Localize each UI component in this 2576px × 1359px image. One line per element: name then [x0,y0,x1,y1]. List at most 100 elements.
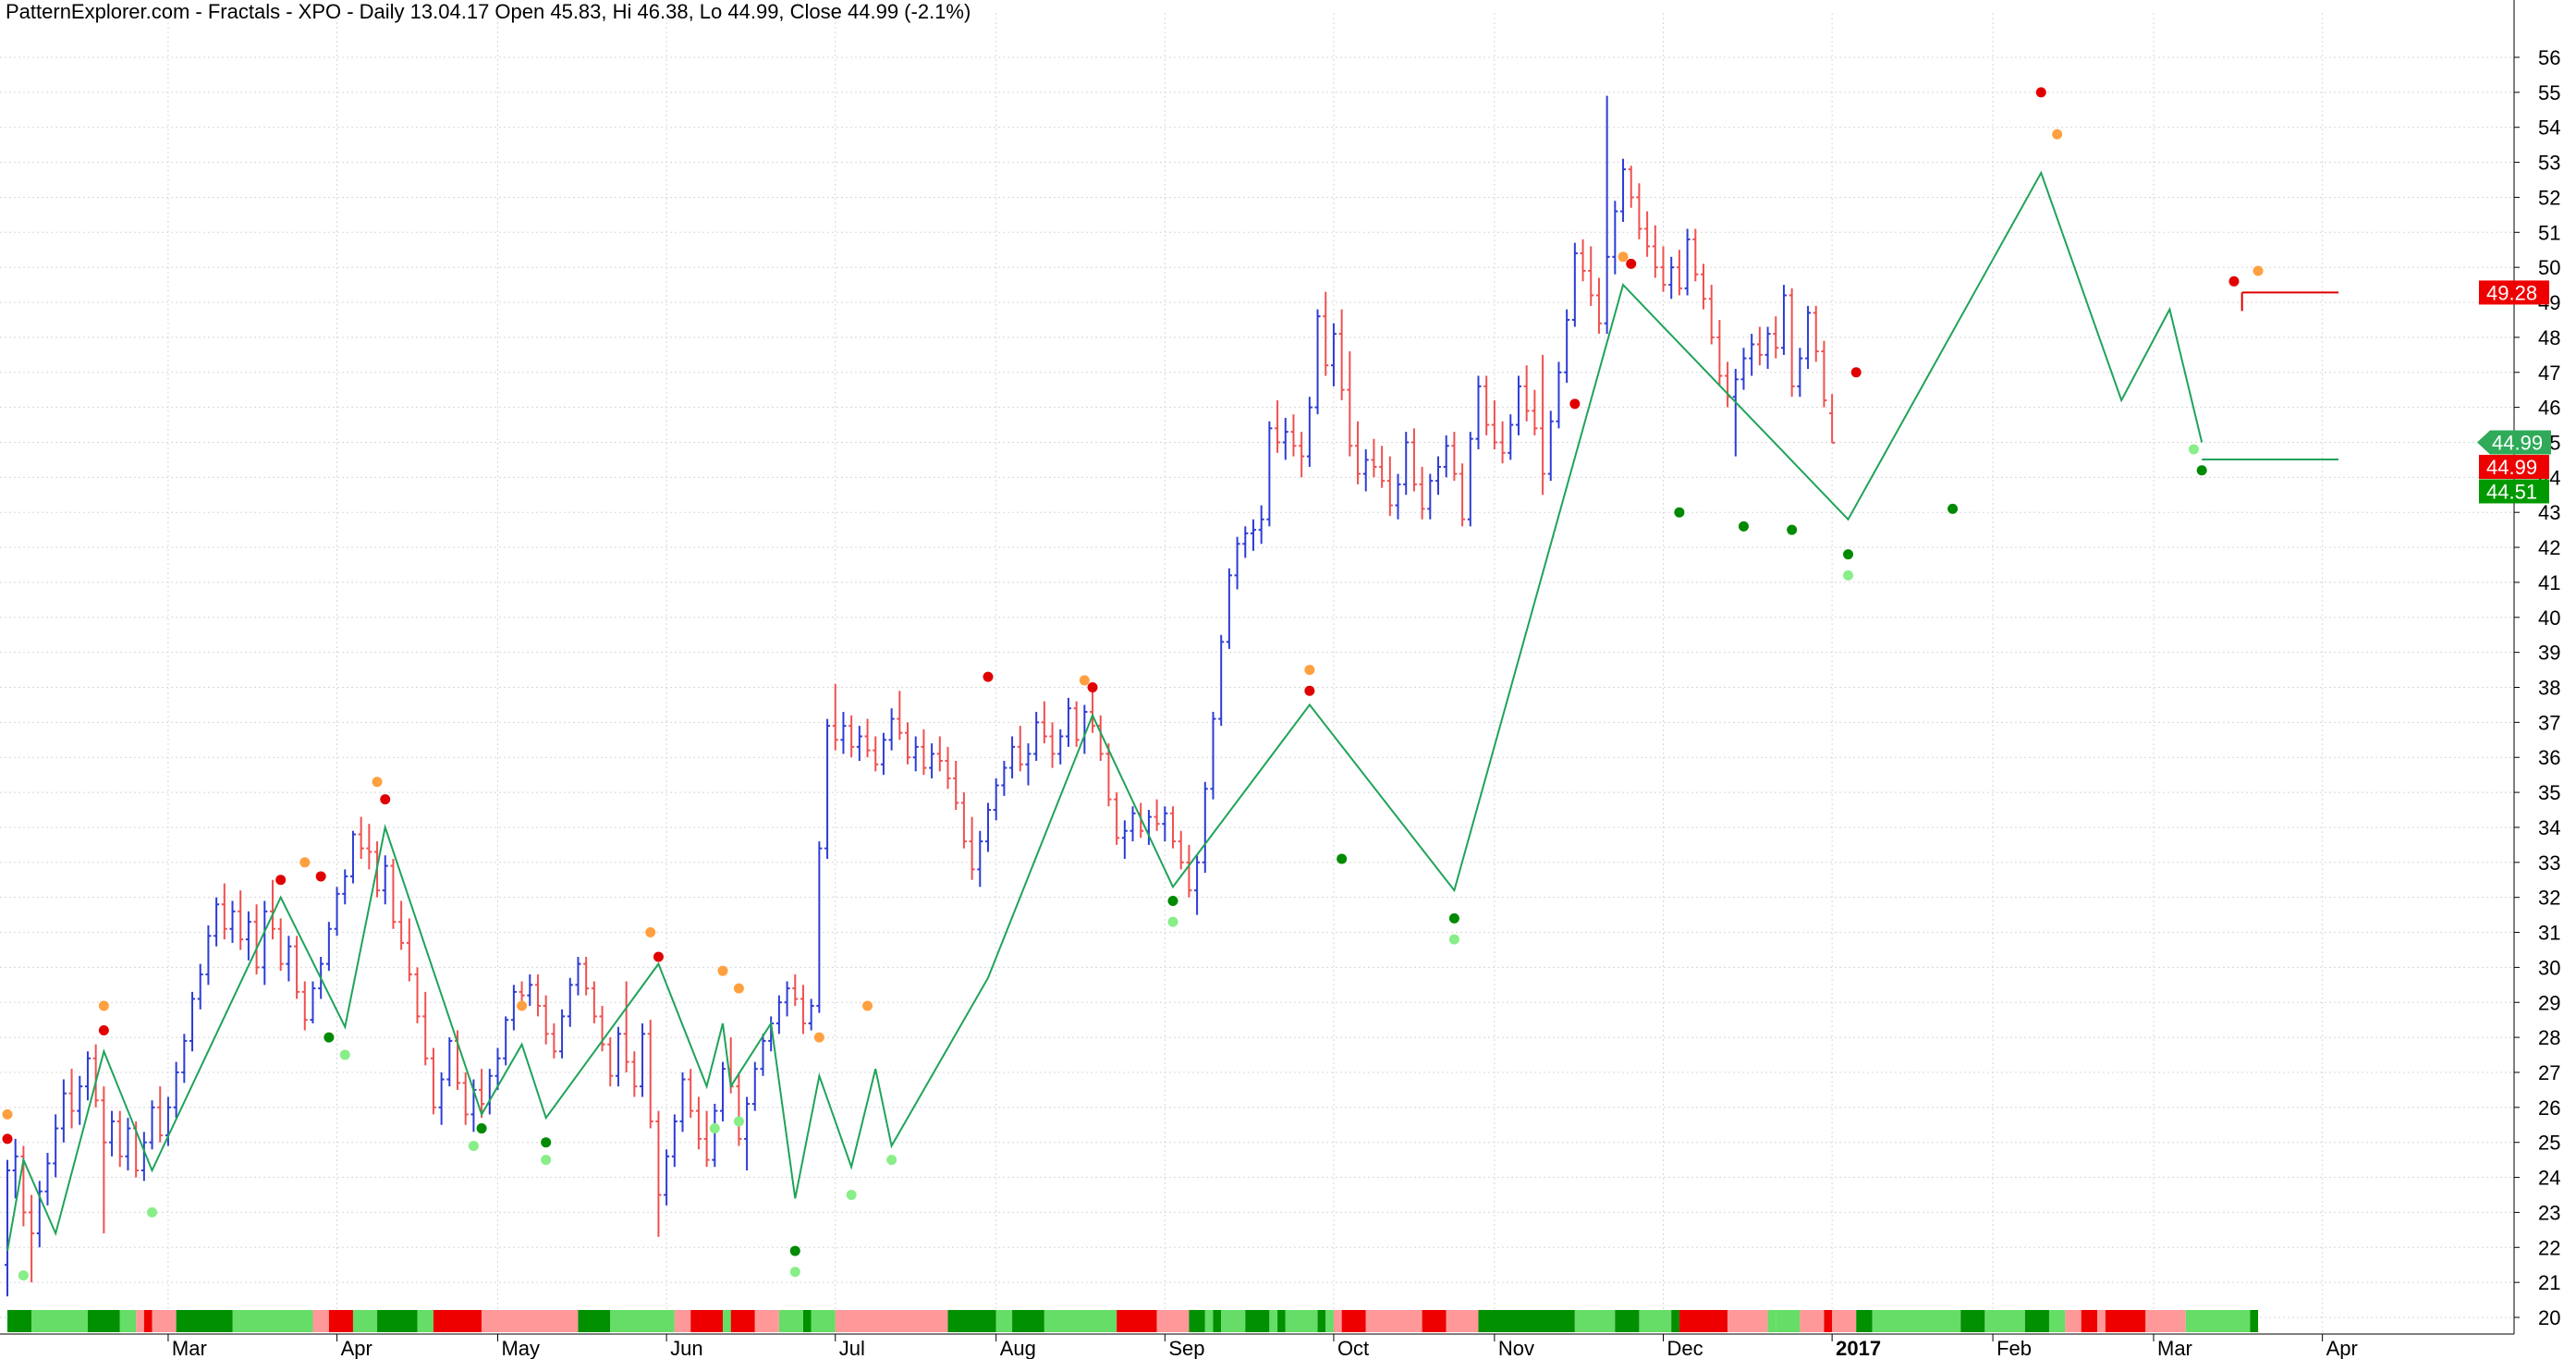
price-badge: 44.99 [2479,454,2549,479]
ohlc-bar [615,1026,621,1087]
ohlc-bar [1628,165,1634,208]
ohlc-bar [1716,319,1723,386]
price-tick-label: 34 [2538,816,2560,839]
fractal-low-marker [1843,569,1854,581]
ohlc-bar [1676,250,1682,296]
ohlc-bar [1668,256,1675,300]
strip-segment [1728,1310,1768,1332]
ohlc-bar [503,1016,509,1066]
fractal-high-marker [733,983,744,994]
ohlc-bar [1459,463,1466,527]
fractal-high-marker [299,857,311,868]
ohlc-bar [688,1069,694,1119]
ohlc-bar [792,973,799,1007]
ohlc-bar [1258,505,1264,545]
ohlc-bar [575,957,581,996]
ohlc-bar [751,1061,758,1111]
ohlc-bar [527,973,533,1007]
ohlc-bar [197,963,203,1010]
price-tick-label: 56 [2538,46,2560,69]
ohlc-bar [1764,326,1771,369]
ohlc-bar [712,1104,718,1168]
strip-segment [1872,1310,1961,1332]
strip-segment [1269,1310,1278,1332]
strip-segment [674,1310,691,1332]
fractal-high-marker [645,927,656,938]
ohlc-bar [840,712,847,754]
ohlc-bar [1780,285,1787,355]
ohlc-bar [5,1159,10,1297]
ohlc-bar [1532,389,1538,435]
fractal-low-marker [339,1049,350,1060]
ohlc-bar [671,1114,678,1168]
price-tick-label: 40 [2538,606,2560,630]
badge-box [2479,280,2549,305]
ohlc-bar [897,691,903,741]
ohlc-bar [880,732,886,776]
ohlc-bar [1708,285,1715,345]
fractal-high-marker [2035,87,2046,98]
ohlc-bar [1121,820,1128,860]
ohlc-bar [1090,687,1096,733]
ohlc-bar [1033,712,1040,762]
ohlc-bar [358,816,364,860]
strip-segment [2081,1310,2098,1332]
ohlc-bar [1725,361,1731,408]
strip-segment [835,1310,948,1332]
strip-segment [176,1310,233,1332]
strip-segment [312,1310,329,1332]
ohlc-bar [446,1037,453,1087]
price-tick-label: 36 [2538,746,2560,769]
ohlc-bar [1282,417,1288,460]
ohlc-bar [494,1047,501,1090]
date-tick-label: Feb [1996,1337,2032,1359]
strip-segment [7,1310,32,1332]
ohlc-bar [510,985,517,1031]
price-tick-label: 26 [2538,1096,2560,1120]
price-tick-label: 23 [2538,1201,2560,1224]
ohlc-bar [269,879,275,940]
strip-segment [730,1310,755,1332]
ohlc-bar [1218,634,1225,727]
ohlc-bar [1636,183,1642,239]
ohlc-bar [760,1034,766,1076]
gridlines [0,13,2514,1334]
strip-segment [754,1310,779,1332]
ohlc-bar [238,890,244,950]
ohlc-bar [1250,519,1256,551]
fractal-low-marker [468,1140,479,1151]
fractal-high-marker [653,951,664,962]
fractal-low-marker [541,1137,552,1148]
ohlc-bar [1749,334,1755,376]
ohlc-bar [583,957,590,996]
ohlc-bar [1017,726,1023,772]
ohlc-bar [1805,305,1812,369]
fractal-high-marker [98,1025,109,1036]
ohlc-bar [189,991,196,1052]
ohlc-bar [695,1096,702,1150]
strip-segment [1325,1310,1334,1332]
ohlc-bar [1009,736,1016,778]
ohlc-bar [848,715,855,758]
ohlc-bar [1515,375,1521,435]
ohlc-bar [422,991,429,1066]
ohlc-bar [286,936,292,982]
date-tick-label: May [501,1337,540,1359]
ohlc-bar [414,967,421,1023]
strip-segment [947,1310,996,1332]
ohlc-bar [1523,365,1530,422]
price-tick-label: 32 [2538,887,2560,910]
strip-segment [152,1310,177,1332]
ohlc-bar [1604,95,1610,335]
badge-box [2479,454,2549,479]
price-badge: 49.28 [2479,280,2549,305]
strip-segment [143,1310,153,1332]
ohlc-bar [140,1132,147,1181]
price-tick-label: 24 [2538,1167,2560,1190]
strip-segment [1422,1310,1447,1332]
ohlc-bar [816,841,823,1013]
strip-segment [31,1310,88,1332]
ohlc-bar [1821,340,1827,408]
ohlc-bar [101,1086,107,1234]
